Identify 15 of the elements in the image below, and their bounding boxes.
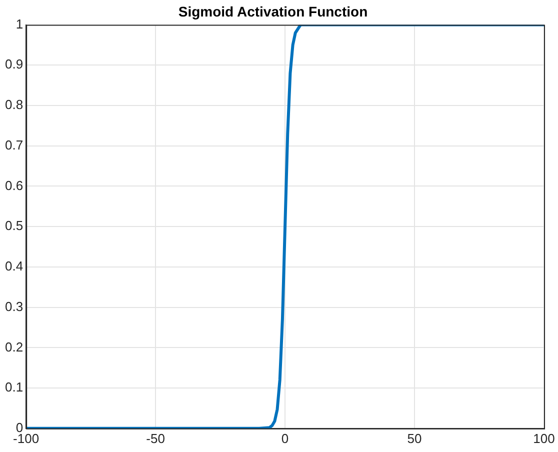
y-tick-label: 0.2	[4, 339, 24, 354]
y-tick-label: 0.9	[4, 56, 24, 72]
y-tick-label: 0.3	[4, 298, 24, 314]
y-tick-label: 0.7	[4, 137, 24, 152]
x-tick-label: 0	[281, 430, 289, 446]
y-tick-label: 0.6	[4, 178, 24, 193]
y-tick-label: 0.1	[4, 380, 24, 395]
y-tick-label: 1	[16, 16, 24, 32]
x-tick-label: 100	[533, 430, 555, 446]
y-tick-label: 0.8	[4, 97, 24, 112]
x-tick-label: 50	[407, 430, 422, 446]
y-tick-label: 0.5	[4, 218, 24, 234]
x-tick-label: -50	[146, 430, 165, 446]
chart-title: Sigmoid Activation Function	[178, 3, 368, 20]
y-tick-label: 0.4	[4, 258, 24, 274]
